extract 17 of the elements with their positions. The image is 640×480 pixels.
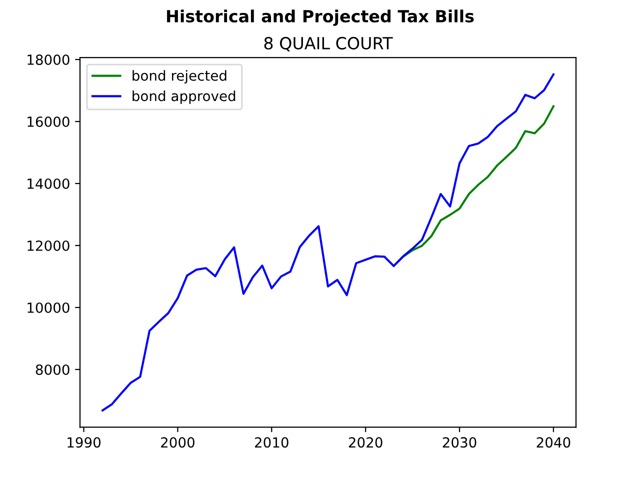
y-tick-label: 12000 [28, 240, 70, 251]
legend-label: bond approved [132, 90, 236, 104]
y-tick-label: 16000 [28, 116, 70, 127]
x-tick-label: 2040 [536, 437, 570, 448]
legend-label: bond rejected [132, 70, 226, 84]
x-tick-label: 2020 [348, 437, 382, 448]
line-series [392, 105, 554, 267]
y-tick-label: 10000 [28, 302, 70, 313]
y-tick-label: 14000 [28, 178, 70, 189]
y-tick-label: 8000 [36, 364, 70, 375]
x-tick-label: 1990 [68, 437, 101, 448]
x-tick-label: 2030 [442, 437, 476, 448]
chart-subtitle: 8 QUAIL COURT [264, 36, 393, 52]
y-tick-label: 18000 [28, 54, 70, 65]
x-tick-label: 2010 [254, 437, 288, 448]
x-tick-label: 2000 [161, 437, 194, 448]
chart-title: Historical and Projected Tax Bills [167, 10, 474, 26]
